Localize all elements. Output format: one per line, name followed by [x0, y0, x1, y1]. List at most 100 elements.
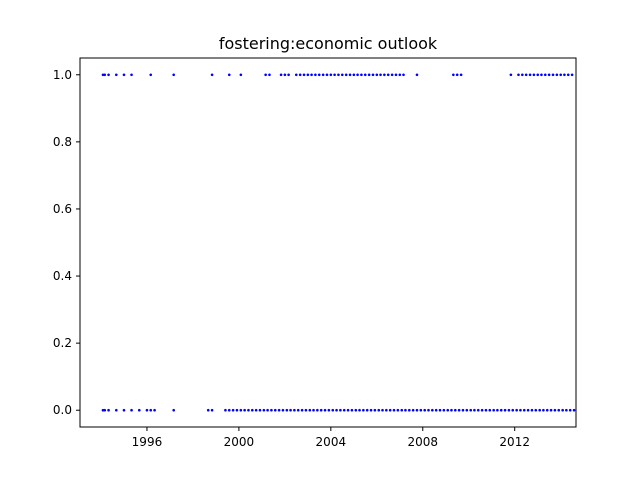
data-point — [268, 73, 271, 77]
data-point — [411, 408, 415, 412]
data-point — [519, 408, 522, 412]
data-point — [321, 73, 325, 77]
data-point — [262, 408, 266, 412]
data-point — [383, 73, 386, 77]
data-point — [302, 73, 306, 77]
data-point — [551, 73, 555, 77]
data-point — [450, 408, 453, 412]
data-point — [561, 408, 564, 412]
data-point — [570, 73, 574, 77]
data-point — [371, 73, 375, 77]
data-point — [227, 408, 231, 412]
data-point — [333, 73, 336, 77]
data-point — [524, 73, 528, 77]
data-point — [335, 408, 338, 412]
data-point — [469, 408, 473, 412]
data-point — [306, 73, 310, 77]
data-point — [455, 73, 459, 77]
data-point — [115, 408, 118, 412]
data-point — [557, 408, 561, 412]
data-point — [566, 73, 570, 77]
data-point — [172, 73, 176, 77]
data-point — [350, 408, 354, 412]
y-tick-label: 1.0 — [53, 68, 72, 82]
data-point — [107, 73, 110, 77]
data-point — [283, 73, 287, 77]
y-tick-label: 0.8 — [53, 135, 72, 149]
data-point — [130, 408, 133, 412]
data-point — [394, 73, 398, 77]
data-point — [398, 73, 402, 77]
data-point — [354, 408, 358, 412]
data-point — [480, 408, 484, 412]
data-point — [476, 408, 480, 412]
data-point — [545, 408, 549, 412]
data-point — [277, 408, 281, 412]
data-point — [400, 408, 404, 412]
y-tick-label: 0.0 — [53, 403, 72, 417]
data-point — [568, 408, 572, 412]
data-point — [452, 73, 455, 77]
data-point — [402, 73, 405, 77]
data-point — [239, 73, 243, 77]
data-point — [314, 73, 317, 77]
data-point — [294, 73, 298, 77]
data-point — [515, 408, 518, 412]
data-point — [454, 408, 457, 412]
data-point — [530, 408, 534, 412]
data-point — [526, 408, 530, 412]
data-point — [227, 73, 231, 77]
data-point — [342, 408, 346, 412]
data-points — [101, 73, 576, 412]
data-point — [547, 73, 551, 77]
data-point — [507, 408, 511, 412]
plot-frame — [79, 57, 577, 428]
data-point — [210, 408, 214, 412]
data-point — [549, 408, 553, 412]
data-point — [273, 408, 277, 412]
data-point — [224, 408, 227, 412]
data-point — [408, 408, 411, 412]
data-point — [517, 73, 520, 77]
data-point — [356, 73, 359, 77]
data-point — [270, 408, 273, 412]
data-point — [369, 408, 373, 412]
data-point — [107, 408, 110, 412]
data-point — [122, 73, 126, 77]
data-point — [386, 73, 390, 77]
data-point — [423, 408, 427, 412]
data-point — [363, 73, 367, 77]
chart-title: fostering:economic outlook — [219, 34, 438, 53]
data-point — [496, 408, 499, 412]
data-point — [388, 408, 392, 412]
data-point — [298, 73, 302, 77]
data-point — [235, 408, 239, 412]
data-point — [404, 408, 407, 412]
data-point — [250, 408, 254, 412]
data-point — [206, 408, 210, 412]
x-tick-label: 2008 — [407, 435, 438, 449]
data-point — [308, 408, 312, 412]
data-point — [446, 408, 450, 412]
data-point — [457, 408, 461, 412]
data-point — [488, 408, 492, 412]
data-point — [285, 408, 289, 412]
data-point — [563, 73, 566, 77]
data-point — [210, 73, 214, 77]
data-point — [153, 408, 156, 412]
data-point — [247, 408, 250, 412]
data-point — [319, 408, 323, 412]
data-point — [381, 408, 384, 412]
data-point — [555, 73, 559, 77]
data-point — [122, 408, 126, 412]
data-point — [511, 408, 515, 412]
data-point — [323, 408, 327, 412]
data-point — [540, 73, 543, 77]
x-tick-label: 2012 — [499, 435, 530, 449]
data-point — [415, 73, 419, 77]
data-point — [367, 73, 371, 77]
data-point — [492, 408, 495, 412]
data-point — [473, 408, 476, 412]
data-point — [375, 73, 379, 77]
